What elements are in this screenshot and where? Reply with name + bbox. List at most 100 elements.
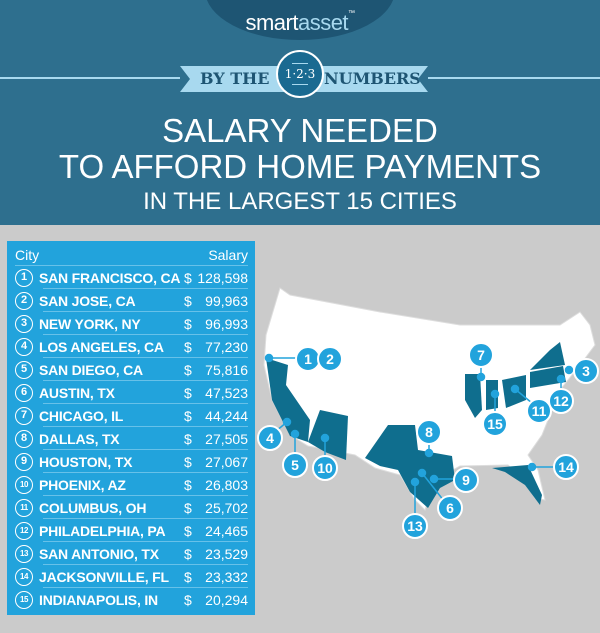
salary-value: $96,993 [184,316,248,332]
column-city: City [15,247,40,263]
city-name: PHOENIX, AZ [39,476,126,493]
currency-symbol: $ [184,453,192,470]
us-map-shape [263,287,596,518]
currency-symbol: $ [184,476,192,493]
salary-table: City Salary 1 SAN FRANCISCO, CA $128,598 2 S… [7,241,255,615]
map-pin-5: 5 [282,452,308,478]
map-pin-3: 3 [573,358,599,384]
table-row: 15 INDIANAPOLIS, IN $20,294 [15,588,248,611]
rank-badge: 14 [15,567,33,586]
salary-value: $25,702 [184,500,248,516]
salary-amount: 47,523 [205,384,248,401]
rank-badge: 6 [15,383,33,402]
salary-amount: 27,067 [205,453,248,470]
table-row: 2 SAN JOSE, CA $99,963 [15,289,248,312]
divider-right [428,77,600,79]
rank-badge: 8 [15,429,33,448]
table-row: 11 COLUMBUS, OH $25,702 [15,496,248,519]
city-name: PHILADELPHIA, PA [39,522,166,539]
city-name: SAN FRANCISCO, CA [39,269,181,286]
table-row: 8 DALLAS, TX $27,505 [15,427,248,450]
logo-asset: asset [297,10,349,35]
city-name: SAN DIEGO, CA [39,361,143,378]
currency-symbol: $ [184,430,192,447]
table-row: 1 SAN FRANCISCO, CA $128,598 [15,266,248,289]
map-pin-2: 2 [317,346,343,372]
salary-value: $99,963 [184,293,248,309]
table-row: 7 CHICAGO, IL $44,244 [15,404,248,427]
salary-value: $75,816 [184,362,248,378]
salary-value: $77,230 [184,339,248,355]
rank-badge: 15 [15,590,33,609]
table-row: 4 LOS ANGELES, CA $77,230 [15,335,248,358]
table-row: 6 AUSTIN, TX $47,523 [15,381,248,404]
currency-symbol: $ [184,545,192,562]
salary-value: $47,523 [184,385,248,401]
currency-symbol: $ [184,591,192,608]
salary-value: $23,332 [184,569,248,585]
state-new-york [530,342,565,370]
map-pin-11: 11 [526,398,552,424]
salary-value: $128,598 [184,270,248,286]
map-pin-8: 8 [416,419,442,445]
city-name: NEW YORK, NY [39,315,141,332]
table-row: 9 HOUSTON, TX $27,067 [15,450,248,473]
salary-value: $44,244 [184,408,248,424]
salary-value: $24,465 [184,523,248,539]
salary-amount: 75,816 [205,361,248,378]
us-map: 1 2 3 4 5 6 7 8 9 10 11 12 13 14 15 [257,270,600,539]
rank-badge: 13 [15,544,33,563]
salary-amount: 26,803 [205,476,248,493]
table-body: 1 SAN FRANCISCO, CA $128,598 2 SAN JOSE, CA $… [15,266,248,611]
map-pin-13: 13 [402,513,428,539]
rank-badge: 3 [15,314,33,333]
state-florida [492,465,542,505]
city-name: SAN JOSE, CA [39,292,136,309]
table-header: City Salary [15,241,248,266]
rank-badge: 7 [15,406,33,425]
map-pin-15: 15 [482,411,508,437]
currency-symbol: $ [184,407,192,424]
rank-badge: 4 [15,337,33,356]
map-pin-14: 14 [553,454,579,480]
title-line-1: SALARY NEEDED [162,112,438,149]
city-name: COLUMBUS, OH [39,499,147,516]
map-pin-4: 4 [257,425,283,451]
salary-amount: 25,702 [205,499,248,516]
map-pin-9: 9 [453,467,479,493]
salary-amount: 96,993 [205,315,248,332]
salary-amount: 23,529 [205,545,248,562]
currency-symbol: $ [184,568,192,585]
ribbon-right: NUMBERS [310,66,428,92]
salary-amount: 128,598 [197,269,248,286]
salary-amount: 24,465 [205,522,248,539]
table-row: 12 PHILADELPHIA, PA $24,465 [15,519,248,542]
map-pin-10: 10 [312,455,338,481]
salary-value: $20,294 [184,592,248,608]
rank-badge: 11 [15,498,33,517]
title-line-3: IN THE LARGEST 15 CITIES [143,188,457,215]
column-salary: Salary [208,247,248,263]
table-row: 5 SAN DIEGO, CA $75,816 [15,358,248,381]
city-name: DALLAS, TX [39,430,120,447]
state-pennsylvania [530,366,566,388]
map-pin-7: 7 [468,342,494,368]
currency-symbol: $ [184,499,192,516]
rank-badge: 1 [15,268,33,287]
rank-badge: 9 [15,452,33,471]
state-illinois [465,374,482,418]
rank-badge: 2 [15,291,33,310]
salary-amount: 99,963 [205,292,248,309]
table-row: 3 NEW YORK, NY $96,993 [15,312,248,335]
divider-left [0,77,180,79]
rank-badge: 10 [15,475,33,494]
salary-amount: 20,294 [205,591,248,608]
city-name: CHICAGO, IL [39,407,124,424]
city-name: AUSTIN, TX [39,384,115,401]
currency-symbol: $ [184,384,192,401]
currency-symbol: $ [184,269,192,286]
rank-badge: 5 [15,360,33,379]
salary-amount: 27,505 [205,430,248,447]
salary-amount: 44,244 [205,407,248,424]
salary-amount: 77,230 [205,338,248,355]
